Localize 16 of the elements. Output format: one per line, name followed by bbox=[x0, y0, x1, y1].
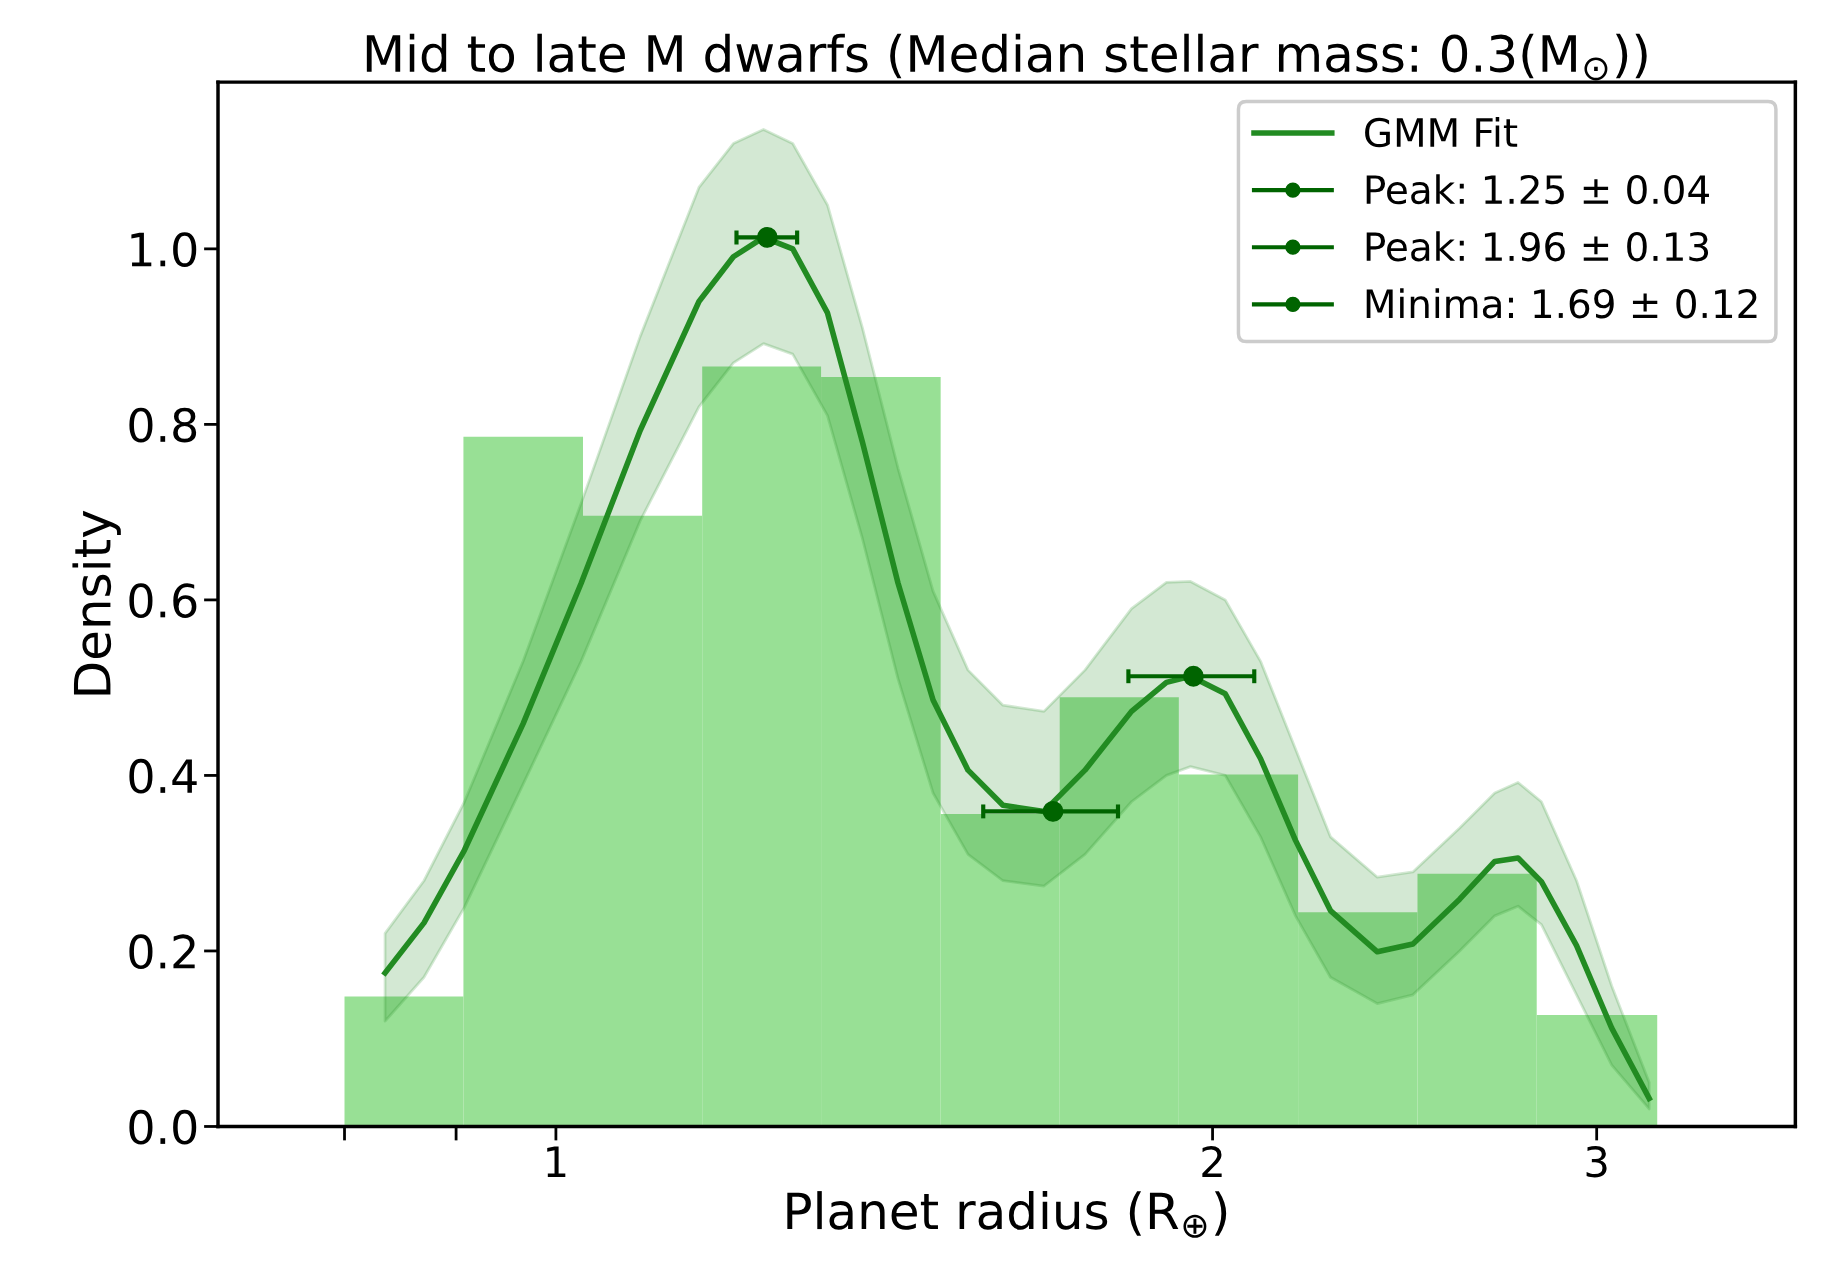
x-axis-title: Planet radius (R$_{⊕}$) bbox=[787, 1191, 1227, 1238]
legend-label: Minima: 1.69 ± 0.12 bbox=[1366, 288, 1757, 319]
chart-title: Mid to late M dwarfs (Median stellar mass: 0.3(M$_{⊙}$)) bbox=[366, 33, 1647, 81]
legend-label: GMM Fit bbox=[1365, 117, 1518, 148]
y-tick-label: 0.4 bbox=[129, 758, 197, 794]
y-axis-title: Density bbox=[72, 510, 121, 695]
y-tick-label: 0.2 bbox=[129, 934, 195, 970]
x-tick-label: 2 bbox=[1202, 1145, 1222, 1177]
y-tick-label: 0.0 bbox=[129, 1109, 197, 1145]
y-tick-label: 0.8 bbox=[129, 407, 197, 443]
x-tick-label: 3 bbox=[1586, 1145, 1607, 1178]
x-tick-label: 1 bbox=[547, 1146, 566, 1177]
legend-label: Peak: 1.96 ± 0.13 bbox=[1366, 231, 1709, 262]
legend-label: Peak: 1.25 ± 0.04 bbox=[1366, 174, 1709, 205]
y-tick-label: 1.0 bbox=[131, 232, 197, 267]
y-tick-label: 0.6 bbox=[129, 583, 197, 618]
